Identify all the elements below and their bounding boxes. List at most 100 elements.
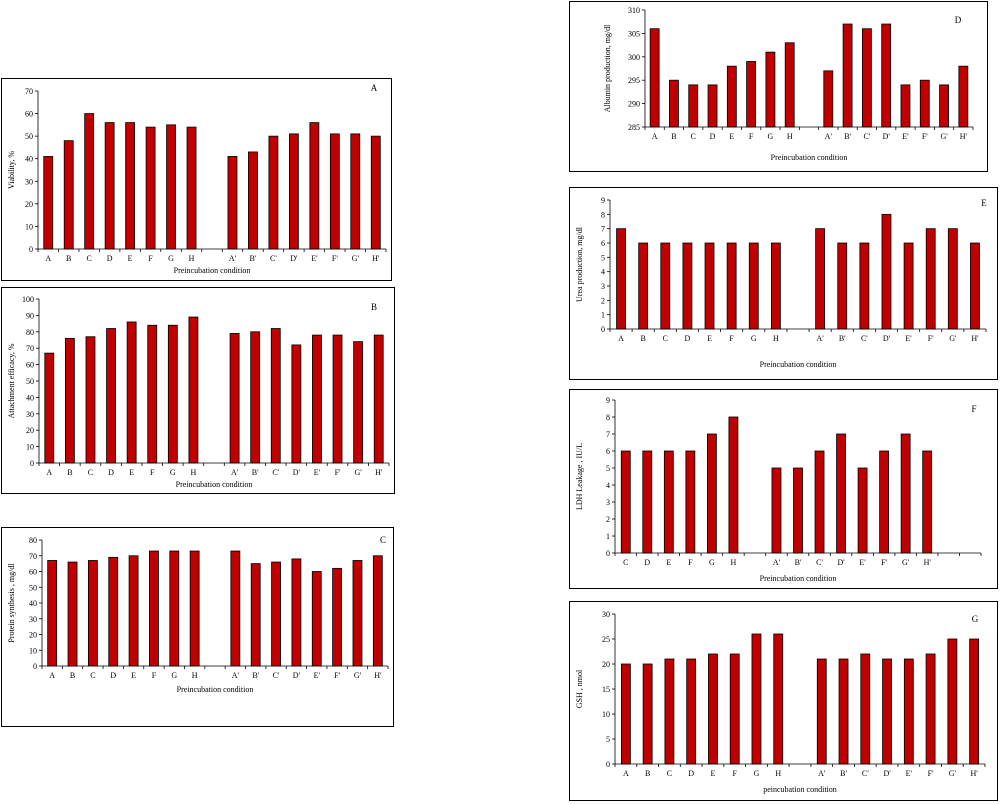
chart-f-bar [642,450,653,554]
chart-e-bar [859,242,870,330]
chart-b-bar [188,316,199,464]
chart-f-x-tick-label: E' [859,558,866,567]
chart-f-y-tick-label: 8 [606,413,610,422]
chart-a-x-tick-label: C [87,254,92,263]
chart-f-x-tick-label: C [623,558,628,567]
chart-g-bar [664,658,675,765]
chart-f-y-tick-label: 3 [606,498,610,507]
chart-f-bar [857,467,868,554]
chart-e-x-tick-label: D [685,334,691,343]
chart-c-x-tick-label: F' [334,671,340,680]
chart-e-bar [638,242,649,330]
chart-g-bar [838,658,849,765]
chart-e-y-tick-label: 3 [601,282,605,291]
chart-c-x-tick-label: B [70,671,75,680]
chart-f-bar [922,450,933,554]
chart-a-bar [186,126,197,250]
chart-c-bar [271,561,281,667]
chart-a-panel-label: A [371,83,378,93]
chart-f-bar [685,450,696,554]
chart-b-y-label: Attachment efficacy, % [7,343,16,418]
chart-e-x-tick-label: B [641,334,646,343]
chart-e-y-tick-label: 7 [601,225,605,234]
chart-b-bar [44,352,55,464]
chart-b-bar [229,333,240,464]
chart-e-bar [837,242,848,330]
chart-b-bar [64,337,75,464]
chart-a-x-tick-label: H [189,254,195,263]
chart-a-x-tick-label: E' [311,254,318,263]
chart-f-x-tick-label: B' [795,558,802,567]
chart-e-bar [748,242,759,330]
chart-e-bar [616,228,626,330]
chart-c-x-tick-label: B' [252,671,259,680]
chart-e-x-tick-label: E [707,334,712,343]
chart-svg-e: 0 1 2 3 4 5 6 7 8 9 A B C D E F G H A' B' C' D' E' F' G' H' Preinc… [575,196,987,369]
chart-e-y-tick-label: 0 [601,325,605,334]
chart-d-x-tick-label: B' [844,132,851,141]
chart-b-x-tick-label: D [108,468,114,477]
chart-f-bar [793,467,803,554]
chart-b-bar [270,328,281,464]
chart-b-x-tick-label: B [67,468,72,477]
chart-g-bar [686,658,697,765]
chart-b-bar [332,334,343,464]
chart-b-x-tick-label: G' [355,468,363,477]
chart-f-bar [836,433,846,554]
chart-a-x-tick-label: B' [250,254,257,263]
chart-b-x-tick-label: H [191,468,197,477]
chart-c-x-tick-label: A' [232,671,240,680]
chart-f-y-tick-label: 1 [606,532,610,541]
chart-a-x-tick-label: B [66,254,71,263]
chart-d-x-tick-label: G [768,132,774,141]
chart-b-x-label: Preincubation condition [176,480,253,489]
chart-d-x-tick-label: B [671,132,676,141]
chart-f-y-tick-label: 5 [606,464,610,473]
chart-d-x-tick-label: A' [825,132,833,141]
chart-c-bar [230,550,241,667]
chart-d-x-tick-label: E' [902,132,909,141]
chart-e-bar [770,242,781,330]
chart-c-bar [67,561,78,667]
chart-e-y-tick-label: 5 [601,253,605,262]
chart-c-y-tick-label: 20 [29,631,37,640]
chart-d-x-tick-label: E [729,132,734,141]
chart-f-y-tick-label: 0 [606,549,610,558]
chart-f-y-tick-label: 7 [606,430,610,439]
chart-d-bar [688,84,699,128]
chart-g-bar [708,653,718,765]
chart-e-bar [925,228,936,330]
chart-e-x-tick-label: A [618,334,624,343]
chart-g-y-tick-label: 5 [606,735,610,744]
chart-g-bar [969,638,980,765]
chart-b-y-tick-label: 90 [26,311,34,320]
chart-e-x-tick-label: B' [839,334,846,343]
chart-a-bar [166,124,176,250]
chart-c-x-tick-label: F [152,671,157,680]
chart-c-y-tick-label: 50 [29,583,37,592]
chart-e-bar [970,242,980,330]
chart-g-x-tick-label: C [667,769,672,778]
chart-a-y-tick-label: 10 [25,222,33,231]
chart-g-x-tick-label: A [623,769,629,778]
chart-b-x-tick-label: A' [231,468,239,477]
chart-e-bar [903,242,914,330]
chart-c-x-tick-label: D' [293,671,301,680]
chart-a-bar [227,156,238,250]
chart-d-bar [861,28,872,128]
chart-b-bar [312,334,322,464]
chart-g-bar [816,658,827,765]
chart-f-bar [663,450,674,554]
chart-a-y-label: Viability, % [7,151,16,189]
chart-g-bar [947,638,958,765]
chart-f-x-tick-label: G' [902,558,910,567]
chart-c-x-tick-label: E [131,671,136,680]
chart-e-x-tick-label: C [663,334,668,343]
chart-d-y-tick-label: 295 [628,76,640,85]
chart-c-x-tick-label: D [110,671,116,680]
chart-e-x-tick-label: H' [971,334,979,343]
chart-e-y-tick-label: 6 [601,239,605,248]
chart-a-bar [370,135,381,250]
chart-d-x-tick-label: F [749,132,754,141]
chart-f-x-tick-label: F' [881,558,887,567]
